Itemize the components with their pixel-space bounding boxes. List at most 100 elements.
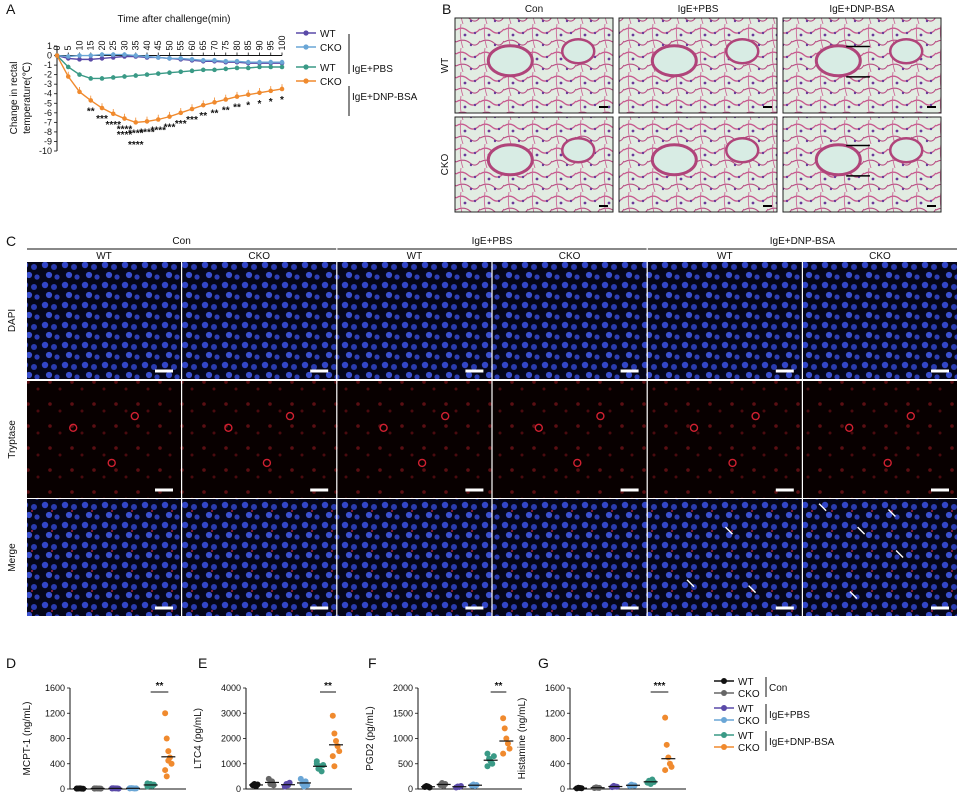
c-tryptase-cell: [130, 411, 140, 421]
c-if-image: [27, 381, 181, 498]
c-row-label: DAPI: [7, 309, 18, 332]
a-data-point: [65, 74, 71, 79]
a-data-point: [279, 64, 285, 70]
c-tryptase-cell: [107, 458, 116, 468]
c-tryptase-cell: [417, 458, 427, 468]
a-sig-label: *: [280, 95, 284, 106]
c-if-image: [492, 262, 647, 379]
c-tryptase-cell: [534, 423, 543, 432]
c-tryptase-cell: [596, 411, 605, 421]
dg-data-point: [270, 782, 277, 789]
b-row-label: CKO: [440, 153, 451, 175]
dg-legend-label: WT: [738, 677, 754, 688]
c-tryptase-cell: [728, 458, 737, 468]
b-airway: [814, 44, 862, 78]
c-col-label: WT: [96, 251, 112, 262]
dg-legend-group: IgE+DNP-BSA: [769, 737, 835, 748]
dg-y-tick-label: 400: [550, 759, 565, 769]
c-tryptase-cell: [845, 423, 854, 432]
a-data-point: [65, 64, 71, 70]
panels-d-g: 0 400 800 1200 1600 MCPT-1 (ng/mL) ** 0 1000 2000…: [22, 681, 686, 794]
a-data-point: [155, 55, 161, 60]
dg-data-point: [331, 763, 338, 770]
c-arrow: [887, 509, 896, 518]
c-group-label: Con: [172, 236, 190, 247]
a-data-point: [189, 57, 195, 62]
dg-data-point: [336, 748, 343, 755]
c-tryptase-cell: [906, 411, 915, 421]
dg-y-tick-label: 800: [550, 734, 565, 744]
a-y-tick-label: -7: [44, 117, 52, 127]
c-row-label: Tryptase: [7, 420, 18, 459]
dg-data-point: [506, 745, 513, 752]
a-y-tick-label: 1: [47, 41, 52, 51]
c-tryptase-cell: [573, 458, 582, 468]
a-data-point: [133, 73, 139, 78]
a-data-point: [122, 116, 127, 121]
dg-data-point: [504, 740, 511, 747]
c-tryptase-cell: [379, 423, 388, 432]
panel-letter-b: B: [442, 1, 451, 17]
a-x-tick-label: 65: [198, 41, 208, 51]
a-data-point: [144, 72, 150, 77]
panel-letter-d: D: [6, 655, 16, 671]
dg-y-tick-label: 2000: [221, 734, 241, 744]
dg-y-label: MCPT-1 (ng/mL): [22, 702, 33, 776]
a-sig-label: *: [246, 101, 250, 112]
a-legend-label: CKO: [320, 43, 342, 54]
c-tryptase-cell: [441, 411, 450, 421]
dg-data-point: [313, 760, 320, 767]
b-he-image: [454, 116, 614, 213]
a-data-point: [88, 57, 94, 62]
a-sig-label: ***: [186, 115, 198, 126]
b-row-label: WT: [440, 58, 451, 74]
a-data-point: [200, 58, 206, 63]
dg-legend-marker: [721, 732, 727, 738]
dg-legend-marker: [721, 705, 727, 711]
a-legend-group: IgE+DNP-BSA: [352, 92, 418, 103]
c-group-label: IgE+PBS: [472, 236, 513, 247]
a-data-point: [144, 54, 150, 59]
c-if-image: [337, 499, 492, 616]
b-vessel: [888, 137, 924, 164]
b-airway: [650, 143, 698, 177]
b-vessel: [560, 38, 596, 65]
a-data-point: [268, 59, 274, 65]
a-x-tick-label: 85: [243, 41, 253, 51]
dg-y-label: Histamine (ng/mL): [517, 698, 528, 780]
dg-y-tick-label: 1600: [545, 683, 565, 693]
a-sig-label: ****: [105, 120, 121, 131]
a-data-point: [99, 52, 105, 57]
c-group-label: IgE+DNP-BSA: [770, 236, 836, 247]
a-x-tick-label: 80: [232, 41, 242, 51]
a-data-point: [155, 117, 161, 122]
a-data-point: [167, 114, 172, 119]
a-x-tick-label: 40: [142, 41, 152, 51]
c-tryptase-cell: [68, 423, 78, 432]
a-sig-label: *: [258, 99, 262, 110]
dg-data-point: [489, 760, 496, 767]
dg-data-point: [163, 773, 170, 780]
a-y-tick-label: -9: [44, 136, 52, 146]
a-legend-group: IgE+PBS: [352, 64, 393, 75]
a-legend-marker: [303, 64, 309, 70]
dg-legend-marker: [721, 744, 727, 750]
a-data-point: [178, 69, 184, 75]
c-tryptase-cell: [285, 411, 295, 421]
a-sig-label: **: [87, 106, 95, 117]
panel-a-y-label-2: temperature(℃): [22, 62, 33, 134]
dg-data-point: [663, 741, 670, 748]
a-data-point: [88, 53, 94, 58]
dg-sig-label: ***: [654, 681, 666, 692]
dg-data-point: [490, 753, 497, 760]
dg-data-point: [165, 757, 172, 764]
a-data-point: [144, 119, 150, 124]
c-if-image: [803, 262, 957, 379]
a-x-tick-label: 35: [131, 41, 141, 51]
panel-letter-e: E: [198, 655, 207, 671]
a-sig-label: ****: [150, 126, 166, 137]
c-if-image: [803, 381, 957, 498]
c-if-image: [337, 381, 492, 498]
a-y-tick-label: -1: [44, 60, 52, 70]
a-sig-label: ***: [96, 114, 108, 125]
